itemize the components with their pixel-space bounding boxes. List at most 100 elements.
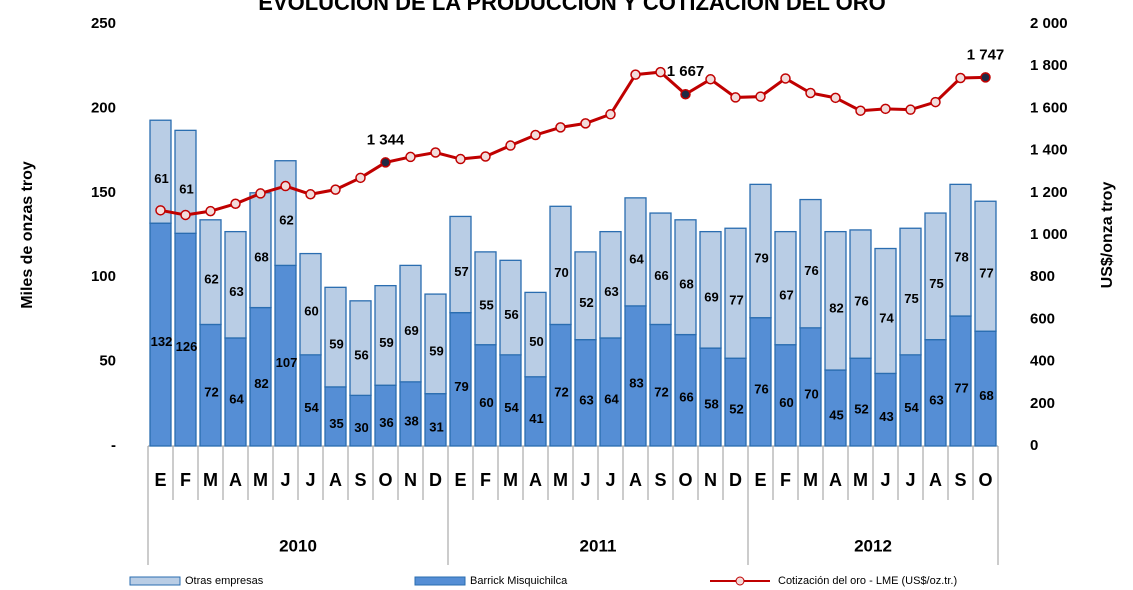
legend-swatch <box>414 576 466 586</box>
bar-value-label: 83 <box>629 375 643 390</box>
x-tick-label: A <box>929 470 942 490</box>
x-tick-label: A <box>829 470 842 490</box>
bar-value-label: 59 <box>329 337 343 352</box>
x-tick-label: F <box>480 470 491 490</box>
bar <box>499 259 522 356</box>
legend-swatch <box>735 576 745 586</box>
price-marker <box>630 69 641 80</box>
bar-value-label: 52 <box>579 295 593 310</box>
bar-value-label: 54 <box>904 400 919 415</box>
bar-value-label: 38 <box>404 413 418 428</box>
x-tick-label: F <box>180 470 191 490</box>
bar-value-label: 60 <box>779 395 793 410</box>
bar <box>774 230 797 346</box>
bar-value-label: 36 <box>379 415 393 430</box>
bar-value-label: 78 <box>954 250 968 265</box>
bar-value-label: 67 <box>779 288 793 303</box>
bar-value-label: 52 <box>854 402 868 417</box>
bar-value-label: 31 <box>429 419 443 434</box>
x-tick-label: S <box>954 470 966 490</box>
bar-value-label: 68 <box>979 388 993 403</box>
bar-value-label: 45 <box>829 407 843 422</box>
bar <box>899 227 922 356</box>
bar-value-label: 82 <box>254 376 268 391</box>
y2-tick-label: 1 800 <box>1030 57 1068 74</box>
x-tick-label: J <box>280 470 290 490</box>
y2-tick-label: 600 <box>1030 310 1055 327</box>
bar <box>199 219 222 326</box>
price-marker <box>530 129 541 141</box>
bar-value-label: 79 <box>754 250 768 265</box>
bar <box>424 293 447 395</box>
price-marker <box>955 72 966 84</box>
bar-value-label: 55 <box>479 298 493 313</box>
x-tick-label: A <box>629 470 642 490</box>
bar <box>599 230 622 339</box>
bar <box>749 183 772 319</box>
bar <box>949 183 972 317</box>
price-marker <box>455 153 466 165</box>
price-marker <box>505 140 516 151</box>
y-tick-label: 50 <box>99 353 116 370</box>
bar-value-label: 41 <box>529 411 543 426</box>
bar-value-label: 58 <box>704 396 718 411</box>
bar-value-label: 60 <box>479 395 493 410</box>
bar <box>349 300 372 397</box>
x-tick-label: N <box>404 470 417 490</box>
y2-tick-label: 0 <box>1030 437 1038 454</box>
bar <box>674 219 697 336</box>
x-tick-label: J <box>305 470 315 490</box>
price-marker <box>155 205 166 216</box>
price-marker <box>880 103 891 115</box>
bar-value-label: 60 <box>304 304 318 319</box>
bar <box>224 230 247 339</box>
bar <box>874 247 897 375</box>
price-marker <box>730 92 741 103</box>
price-marker <box>255 188 266 199</box>
bar <box>799 198 822 329</box>
price-marker <box>755 91 766 102</box>
bar-value-label: 132 <box>151 334 173 349</box>
bar <box>399 264 422 383</box>
x-tick-label: M <box>253 470 268 490</box>
bar-value-label: 62 <box>204 272 218 287</box>
bar-value-label: 75 <box>904 291 918 306</box>
bar-value-label: 72 <box>554 385 568 400</box>
bar-value-label: 126 <box>176 339 198 354</box>
bar <box>299 252 322 356</box>
bar-value-label: 70 <box>804 386 818 401</box>
x-tick-label: O <box>678 470 692 490</box>
price-marker <box>680 89 691 100</box>
y-tick-label: 250 <box>91 15 116 32</box>
price-marker <box>230 198 241 210</box>
y2-axis-label: US$/onza troy <box>1099 182 1116 289</box>
y2-tick-label: 200 <box>1030 395 1055 412</box>
bar-value-label: 63 <box>579 392 593 407</box>
price-value-label: 1 667 <box>667 63 705 80</box>
bar-value-label: 66 <box>654 268 668 283</box>
x-tick-label: M <box>203 470 218 490</box>
bar-value-label: 72 <box>654 385 668 400</box>
x-tick-label: S <box>354 470 366 490</box>
price-marker <box>205 205 216 217</box>
y2-tick-label: 1 200 <box>1030 184 1068 201</box>
bar-value-label: 76 <box>854 294 868 309</box>
price-marker <box>780 73 791 84</box>
x-tick-label: E <box>754 470 766 490</box>
bar-value-label: 77 <box>954 380 968 395</box>
bar <box>649 212 672 326</box>
bar-value-label: 59 <box>429 343 443 358</box>
bar-value-label: 75 <box>929 276 943 291</box>
price-marker <box>580 118 591 129</box>
x-tick-label: A <box>329 470 342 490</box>
x-tick-label: E <box>454 470 466 490</box>
bar-value-label: 50 <box>529 334 543 349</box>
bar-value-label: 30 <box>354 420 368 435</box>
y2-tick-label: 1 600 <box>1030 99 1068 116</box>
bar-value-label: 72 <box>204 385 218 400</box>
bar <box>849 229 872 359</box>
bar-value-label: 77 <box>729 293 743 308</box>
bar-value-label: 69 <box>404 323 418 338</box>
price-marker <box>980 72 991 83</box>
